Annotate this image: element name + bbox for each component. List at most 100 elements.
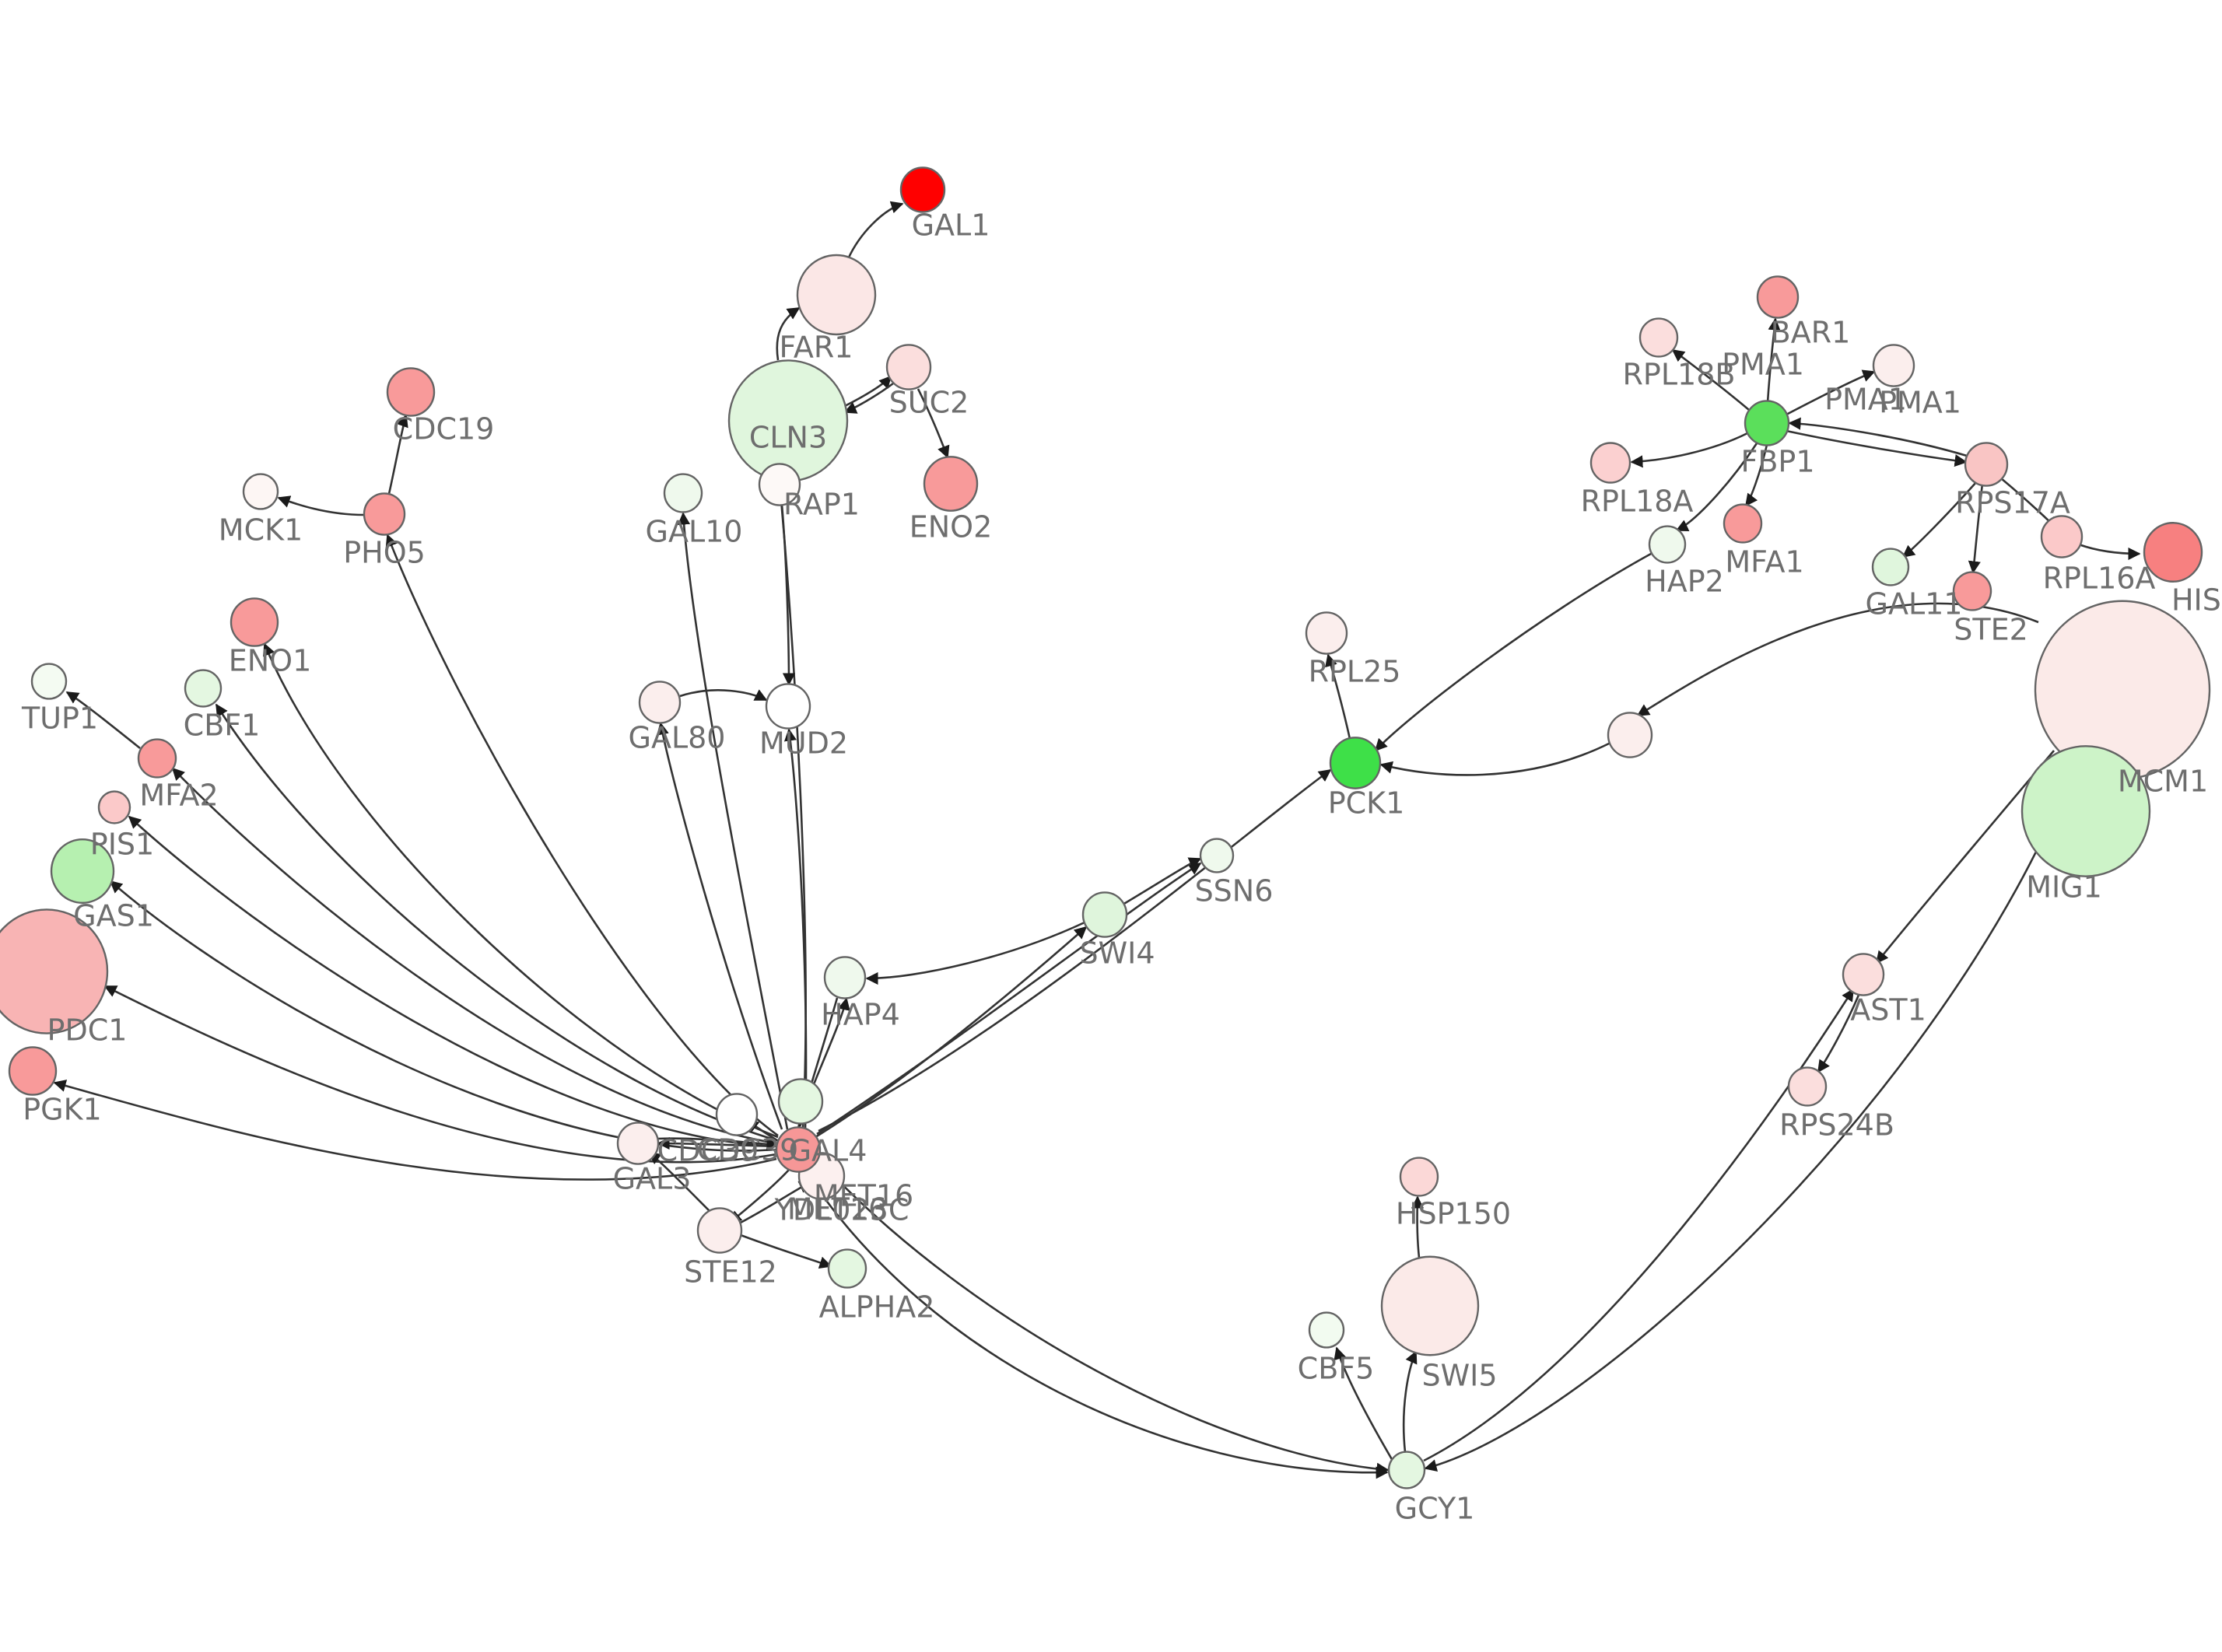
node-label-cdc39: CDC39 xyxy=(697,1133,799,1167)
graph-node-gal11[interactable] xyxy=(1871,548,1910,586)
node-label-pma1: PMA1 xyxy=(1722,348,1804,382)
graph-node-rpl25[interactable] xyxy=(1305,611,1348,655)
labels-layer: GAL1 FAR1 SUC2 ENO2 CLN3 RAP1 GAL10 GAL80 MUD2 CD… xyxy=(21,208,2222,1526)
node-label-gas1: GAS1 xyxy=(73,899,154,933)
node-label-met16: MET16 xyxy=(814,1179,913,1213)
graph-node-rps24b[interactable] xyxy=(1787,1066,1828,1107)
graph-edge xyxy=(843,382,894,414)
node-label-mcm1: MCM1 xyxy=(2118,765,2208,799)
graph-node-gal3[interactable] xyxy=(616,1122,660,1165)
graph-node-unnamed1[interactable] xyxy=(1607,712,1653,758)
node-label-cdc19: CDC19 xyxy=(393,412,495,446)
graph-node-tup1[interactable] xyxy=(30,663,68,700)
graph-node-gcy1[interactable] xyxy=(1387,1451,1426,1489)
node-label-hap2: HAP2 xyxy=(1645,565,1724,599)
graph-node-eno2[interactable] xyxy=(923,456,979,512)
graph-node-pdc1[interactable] xyxy=(0,908,109,1034)
graph-edge xyxy=(774,481,807,1129)
graph-edge xyxy=(916,388,950,459)
graph-node-rpl16a[interactable] xyxy=(2040,515,2084,558)
graph-edge xyxy=(1671,348,1750,411)
graph-node-hsp150[interactable] xyxy=(1399,1157,1439,1197)
graph-edge xyxy=(1817,992,1861,1073)
graph-edge xyxy=(1325,653,1351,740)
graph-node-mfa2[interactable] xyxy=(137,738,177,779)
graph-node-pma1[interactable] xyxy=(1872,344,1915,387)
graph-node-pis1[interactable] xyxy=(97,790,131,824)
graph-node-ast1[interactable] xyxy=(1842,953,1885,996)
node-label-rps17a: RPS17A xyxy=(1955,486,2070,520)
graph-node-eno1[interactable] xyxy=(230,597,279,647)
node-label-tup1: TUP1 xyxy=(21,702,98,736)
node-label-suc2: SUC2 xyxy=(889,386,969,420)
node-label-alpha2: ALPHA2 xyxy=(819,1290,935,1325)
graph-node-gal10[interactable] xyxy=(663,473,703,513)
graph-node-hap2[interactable] xyxy=(1648,525,1687,564)
graph-node-fbp1[interactable] xyxy=(1744,400,1790,446)
graph-edge xyxy=(1968,483,1984,574)
graph-node-swi4[interactable] xyxy=(1081,891,1128,938)
graph-node-mck1[interactable] xyxy=(242,473,279,510)
graph-node-pgk1[interactable] xyxy=(8,1046,58,1096)
graph-node-mud2[interactable] xyxy=(765,683,811,730)
node-label-gal11: GAL11 xyxy=(1866,587,1963,621)
graph-edge xyxy=(171,767,777,1145)
graph-edge xyxy=(1786,429,1968,467)
graph-node-mig1[interactable] xyxy=(2020,745,2151,877)
graph-edge xyxy=(824,1166,1390,1475)
graph-edge xyxy=(128,815,777,1148)
graph-node-alpha2[interactable] xyxy=(827,1248,867,1289)
graph-node-ste12[interactable] xyxy=(696,1207,743,1254)
node-label-eno1: ENO1 xyxy=(229,644,312,678)
nodes-layer xyxy=(0,166,2211,1489)
graph-edge xyxy=(846,201,904,260)
graph-edge xyxy=(387,414,408,495)
graph-node-rpl18b[interactable] xyxy=(1638,317,1679,358)
graph-edge xyxy=(1424,777,2071,1472)
graph-node-bar1[interactable] xyxy=(1756,275,1800,319)
graph-node-gal1[interactable] xyxy=(899,166,946,213)
graph-node-gal4[interactable] xyxy=(775,1126,822,1173)
node-label-rpl18a: RPL18A xyxy=(1581,485,1694,519)
graph-node-rps17a[interactable] xyxy=(1964,442,2009,487)
graph-edge xyxy=(657,1137,780,1151)
graph-node-rap1[interactable] xyxy=(758,463,801,506)
graph-edge xyxy=(1423,988,1855,1462)
graph-node-hap4[interactable] xyxy=(823,956,867,999)
graph-node-swi5[interactable] xyxy=(1380,1255,1480,1356)
node-label-gal4: GAL4 xyxy=(789,1134,867,1168)
node-label-swi5: SWI5 xyxy=(1421,1359,1497,1393)
graph-node-gal4grn[interactable] xyxy=(777,1078,824,1125)
graph-node-cbf1[interactable] xyxy=(184,669,223,708)
edges-layer xyxy=(53,201,2141,1479)
graph-edge xyxy=(679,689,768,702)
graph-node-cbf5[interactable] xyxy=(1308,1311,1345,1349)
graph-edge xyxy=(215,703,777,1142)
graph-edge xyxy=(263,642,779,1139)
node-label-pgk1: PGK1 xyxy=(23,1093,101,1127)
node-label-mud2: MUD2 xyxy=(759,726,848,761)
graph-node-suc2[interactable] xyxy=(885,344,932,390)
graph-node-cdc39[interactable] xyxy=(715,1093,759,1136)
node-label-ste2: STE2 xyxy=(1954,613,2028,647)
node-label-mig1: MIG1 xyxy=(2026,870,2102,905)
graph-node-gas1[interactable] xyxy=(50,838,115,904)
graph-node-mfa1[interactable] xyxy=(1723,503,1763,544)
graph-node-pho5[interactable] xyxy=(363,492,406,536)
graph-node-his4[interactable] xyxy=(2143,522,2203,583)
graph-node-far1[interactable] xyxy=(796,254,877,336)
graph-node-cdc19[interactable] xyxy=(386,367,436,417)
graph-edge xyxy=(1411,1195,1425,1258)
graph-node-gal80[interactable] xyxy=(638,681,682,724)
graph-node-rpl18a[interactable] xyxy=(1589,442,1631,484)
graph-edge xyxy=(385,534,779,1137)
node-label-rap1: RAP1 xyxy=(783,488,860,522)
node-label-gcy1: GCY1 xyxy=(1395,1492,1475,1526)
graph-node-ssn6[interactable] xyxy=(1199,838,1235,873)
graph-node-ste2[interactable] xyxy=(1952,571,1992,611)
graph-edge xyxy=(657,1136,779,1150)
graph-edge xyxy=(1744,444,1768,507)
node-label-gal3: GAL3 xyxy=(613,1162,692,1196)
node-label-ste12: STE12 xyxy=(684,1255,777,1290)
graph-node-pck1[interactable] xyxy=(1329,737,1382,789)
